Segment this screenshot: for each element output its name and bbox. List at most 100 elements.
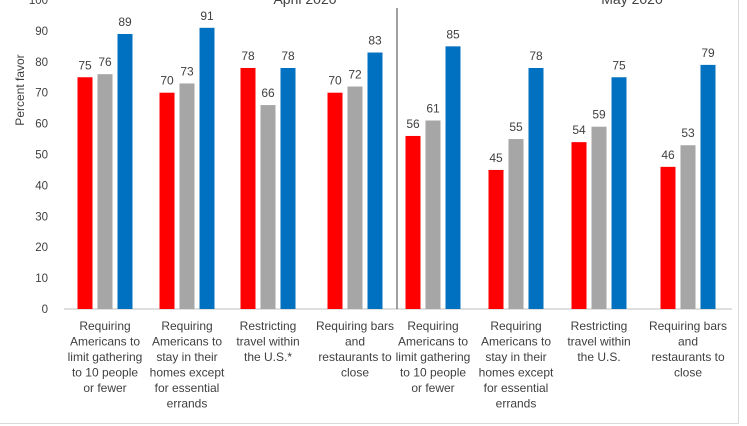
data-label: 56 [406, 117, 420, 131]
data-label: 75 [612, 58, 626, 72]
data-label: 89 [118, 15, 132, 29]
category-label-line: to 10 people [72, 366, 138, 380]
category-label-line: the U.S.* [244, 350, 292, 364]
data-label: 91 [200, 9, 214, 23]
category-label-line: stay in their [156, 350, 217, 364]
bar [405, 135, 421, 309]
category-label-line: close [341, 366, 369, 380]
bar [280, 67, 296, 309]
data-label: 78 [529, 49, 543, 63]
bar [591, 126, 607, 309]
category-label-line: Restricting [240, 319, 297, 333]
category-label-line: for essential [484, 381, 549, 395]
category-label: Restricting travel within the U.S.* [236, 319, 299, 364]
category-label-line: Americans to [152, 335, 222, 349]
bar [445, 46, 461, 309]
bar [680, 145, 696, 309]
category-label: Requiring Americans to limit gathering to 1… [396, 319, 471, 395]
data-label: 73 [180, 64, 194, 78]
bar [240, 67, 256, 309]
category-label-line: and [678, 335, 698, 349]
bar [97, 74, 113, 309]
data-label: 76 [98, 55, 112, 69]
data-label: 79 [701, 46, 715, 60]
category-label-line: the U.S. [577, 350, 620, 364]
data-label: 59 [592, 108, 606, 122]
bar [571, 142, 587, 309]
bar [425, 120, 441, 309]
y-tick-label: 0 [42, 304, 48, 316]
category-label-line: errands [496, 397, 537, 411]
category-label-line: Requiring [161, 319, 212, 333]
category-label: Requiring Americans to stay in their homes … [479, 319, 554, 411]
panel-title: May 2020 [601, 0, 663, 7]
y-tick-label: 80 [35, 57, 48, 69]
bar [179, 83, 195, 310]
data-label: 78 [281, 49, 295, 63]
y-tick-label: 90 [35, 26, 48, 38]
data-label: 70 [160, 74, 174, 88]
bar [327, 92, 343, 309]
bar [260, 105, 276, 309]
category-label-line: Americans to [70, 335, 140, 349]
data-label: 78 [241, 49, 255, 63]
category-label-line: Restricting [571, 319, 628, 333]
bar [159, 92, 175, 309]
bar [508, 139, 524, 309]
category-label-line: Requiring [79, 319, 130, 333]
category-label-line: limit gathering [396, 350, 471, 364]
bar [488, 169, 504, 309]
category-label-line: Requiring [490, 319, 541, 333]
bar [700, 64, 716, 309]
bar [367, 52, 383, 309]
category-label-line: homes except [479, 366, 554, 380]
y-tick-label: 20 [35, 242, 48, 254]
category-label-line: restaurants to [318, 350, 392, 364]
bar [660, 166, 676, 309]
category-label: Requiring Americans to limit gathering to 1… [68, 319, 143, 395]
category-label-line: Requiring [407, 319, 458, 333]
data-label: 75 [78, 58, 92, 72]
category-label: Restricting travel within the U.S. [567, 319, 630, 364]
y-axis-label: Percent favor [13, 54, 27, 125]
bar [117, 33, 133, 310]
category-label-line: errands [167, 397, 208, 411]
data-label: 55 [509, 120, 523, 134]
category-label-line: or fewer [411, 381, 454, 395]
category-label-line: close [674, 366, 702, 380]
bar [77, 77, 93, 309]
category-label-line: restaurants to [651, 350, 725, 364]
category-label-line: or fewer [83, 381, 126, 395]
bar [528, 67, 544, 309]
category-label-line: travel within [567, 335, 630, 349]
data-label: 61 [426, 102, 440, 116]
category-label-line: Requiring bars [316, 319, 394, 333]
category-label-line: Requiring bars [649, 319, 727, 333]
data-label: 45 [489, 151, 503, 165]
y-tick-label: 60 [35, 119, 48, 131]
panel-title: April 2020 [273, 0, 336, 7]
data-label: 85 [446, 27, 460, 41]
bar [347, 86, 363, 310]
y-tick-label: 10 [35, 273, 48, 285]
category-label-line: stay in their [485, 350, 546, 364]
category-label-line: Americans to [398, 335, 468, 349]
category-label: Requiring bars and restaurants to close [649, 319, 727, 380]
category-label: Requiring Americans to stay in their homes … [150, 319, 225, 411]
y-tick-label: 30 [35, 211, 48, 223]
data-label: 83 [368, 34, 382, 48]
data-label: 54 [572, 123, 586, 137]
data-label: 46 [661, 148, 675, 162]
category-label-line: travel within [236, 335, 299, 349]
category-label-line: and [345, 335, 365, 349]
category-label: Requiring bars and restaurants to close [316, 319, 394, 380]
data-label: 72 [348, 68, 362, 82]
y-tick-label: 50 [35, 150, 48, 162]
bar [611, 77, 627, 309]
data-label: 70 [328, 74, 342, 88]
data-label: 53 [681, 126, 695, 140]
y-tick-label: 70 [35, 88, 48, 100]
data-label: 66 [261, 86, 275, 100]
